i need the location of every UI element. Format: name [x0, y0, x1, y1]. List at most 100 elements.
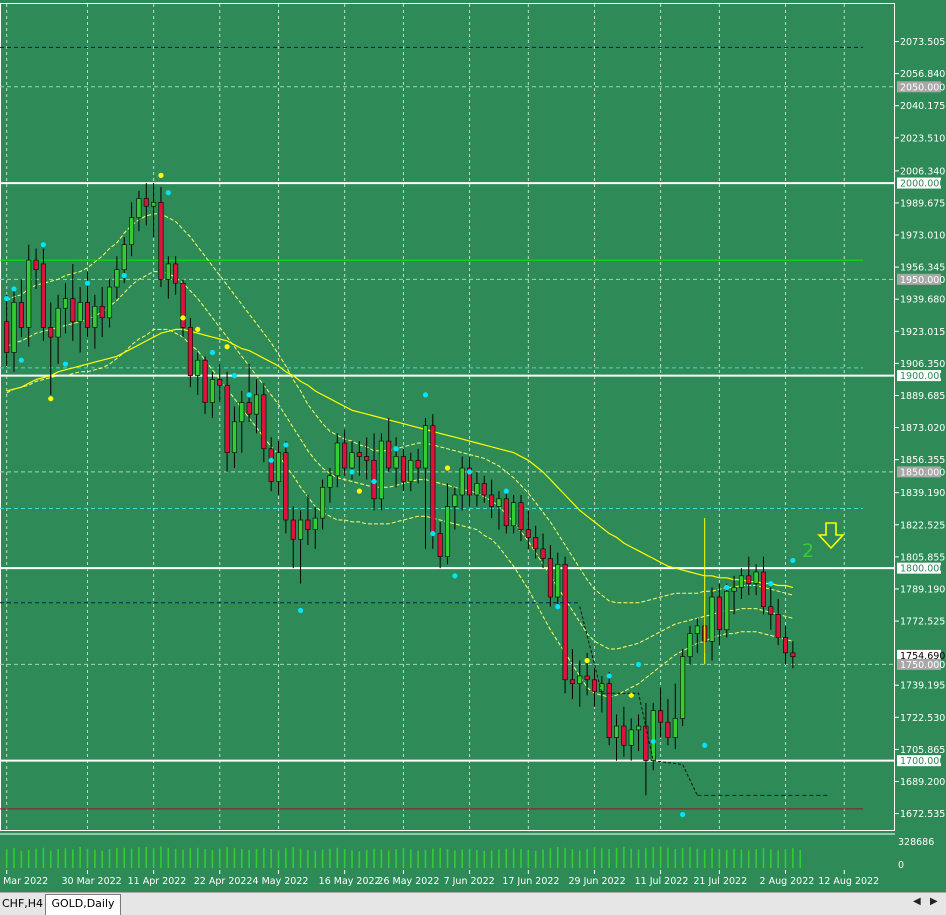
candle-bull — [628, 729, 634, 746]
tab-scroll-left-icon[interactable]: ◀ — [913, 896, 921, 907]
tab-scroll-right-icon[interactable]: ▶ — [930, 896, 938, 907]
candle-bear — [290, 519, 296, 540]
annotations — [0, 518, 830, 796]
price-tick-label: 2023.510 — [900, 133, 945, 144]
signal-dot — [628, 692, 634, 698]
level-label-box — [897, 466, 941, 478]
price-tick-label: 1705.865 — [900, 745, 945, 756]
candle-bear — [760, 571, 766, 607]
signal-dot — [158, 172, 164, 178]
signal-dot — [180, 315, 186, 321]
signal-dot — [121, 272, 127, 279]
candle-bear — [518, 502, 524, 530]
candle-bear — [481, 483, 487, 496]
signal-dot — [349, 469, 355, 475]
date-label: 11 Jul 2022 — [635, 876, 689, 887]
signal-dot — [680, 811, 686, 818]
price-tick-label: 1839.190 — [900, 488, 945, 499]
candle-bull — [312, 517, 318, 530]
candle-bull — [496, 498, 502, 507]
candle-bull — [378, 440, 384, 500]
level-label-box — [897, 177, 941, 189]
candle-bear — [746, 575, 752, 584]
candle-bear — [716, 596, 722, 631]
price-tick-label: 1873.020 — [900, 423, 945, 434]
band-middle — [6, 271, 794, 650]
price-tick-label: 1789.190 — [900, 584, 945, 595]
level-label-box — [897, 81, 941, 93]
candle-bear — [658, 710, 664, 723]
signal-dot — [268, 457, 274, 463]
level-label-box — [897, 370, 941, 382]
candle-bull — [334, 442, 340, 477]
signal-dot — [650, 738, 656, 745]
candle-bear — [489, 494, 495, 507]
price-tick-label: 1889.685 — [900, 391, 945, 402]
candle-bear — [261, 394, 267, 450]
date-label: 26 May 2022 — [377, 876, 439, 887]
date-label: 17 Jun 2022 — [502, 876, 559, 887]
candle-bear — [643, 725, 649, 761]
candle-bull — [459, 467, 465, 496]
price-tick-label: 1939.680 — [900, 295, 945, 306]
signal-dot — [635, 661, 642, 668]
signal-dot — [283, 442, 289, 448]
envelope-bands — [6, 213, 794, 698]
level-label-box — [897, 755, 941, 767]
date-label: 29 Jun 2022 — [568, 876, 625, 887]
candle-bear — [224, 384, 230, 453]
band-lower — [6, 328, 794, 698]
candle-bear — [400, 456, 406, 482]
candle-bear — [591, 679, 597, 692]
date-label: 12 Aug 2022 — [818, 876, 879, 887]
candle-bull — [298, 519, 304, 540]
price-tick-label: 2073.505 — [900, 37, 945, 48]
signal-dot — [452, 573, 458, 579]
candle-bear — [99, 305, 105, 319]
candle-bull — [731, 587, 737, 592]
candle-bear — [768, 606, 774, 615]
candle-bear — [84, 302, 91, 328]
price-tick-label: 1672.535 — [900, 809, 945, 820]
volume-max-label: 328686 — [898, 837, 934, 848]
candle-bull — [114, 269, 120, 288]
level-label-box — [897, 273, 941, 285]
candle-bear — [665, 721, 671, 738]
price-chart[interactable]: 2073.505 2056.840 2040.175 2023.510 2006.340… — [0, 0, 946, 892]
candles — [4, 183, 796, 796]
signal-dot — [62, 361, 69, 367]
signal-dot — [195, 326, 201, 332]
price-tick-label: 1805.855 — [900, 552, 945, 563]
candle-bull — [577, 675, 583, 684]
signal-dot — [466, 469, 473, 475]
candle-bull — [320, 486, 326, 519]
ema-line — [6, 328, 794, 588]
volume-bars — [5, 846, 801, 868]
candle-bear — [525, 529, 531, 538]
candle-bull — [239, 402, 245, 423]
tab-gold-daily[interactable]: GOLD,Daily — [45, 894, 121, 915]
candle-bear — [18, 302, 24, 328]
candle-bear — [540, 548, 546, 559]
candle-bear — [173, 263, 179, 284]
candle-bear — [606, 683, 612, 738]
candle-bull — [724, 590, 730, 631]
price-axis-panel — [895, 0, 946, 892]
date-label: 22 Apr 2022 — [194, 876, 253, 887]
candle-bear — [305, 519, 311, 530]
price-tick-label: 2056.840 — [900, 69, 945, 80]
candle-bear — [569, 679, 575, 684]
date-label: 30 Mar 2022 — [61, 876, 121, 887]
candle-bull — [195, 359, 201, 376]
candle-bear — [790, 652, 796, 658]
candle-bull — [253, 394, 259, 415]
candle-bull — [680, 656, 686, 719]
signal-dot — [422, 392, 429, 398]
signal-dot — [393, 446, 399, 452]
tab-chf-h4[interactable]: CHF,H4 — [0, 895, 47, 913]
signal-dot — [606, 673, 612, 679]
signal-dot — [84, 280, 91, 286]
candle-bear — [4, 321, 10, 353]
candle-bear — [143, 198, 149, 207]
